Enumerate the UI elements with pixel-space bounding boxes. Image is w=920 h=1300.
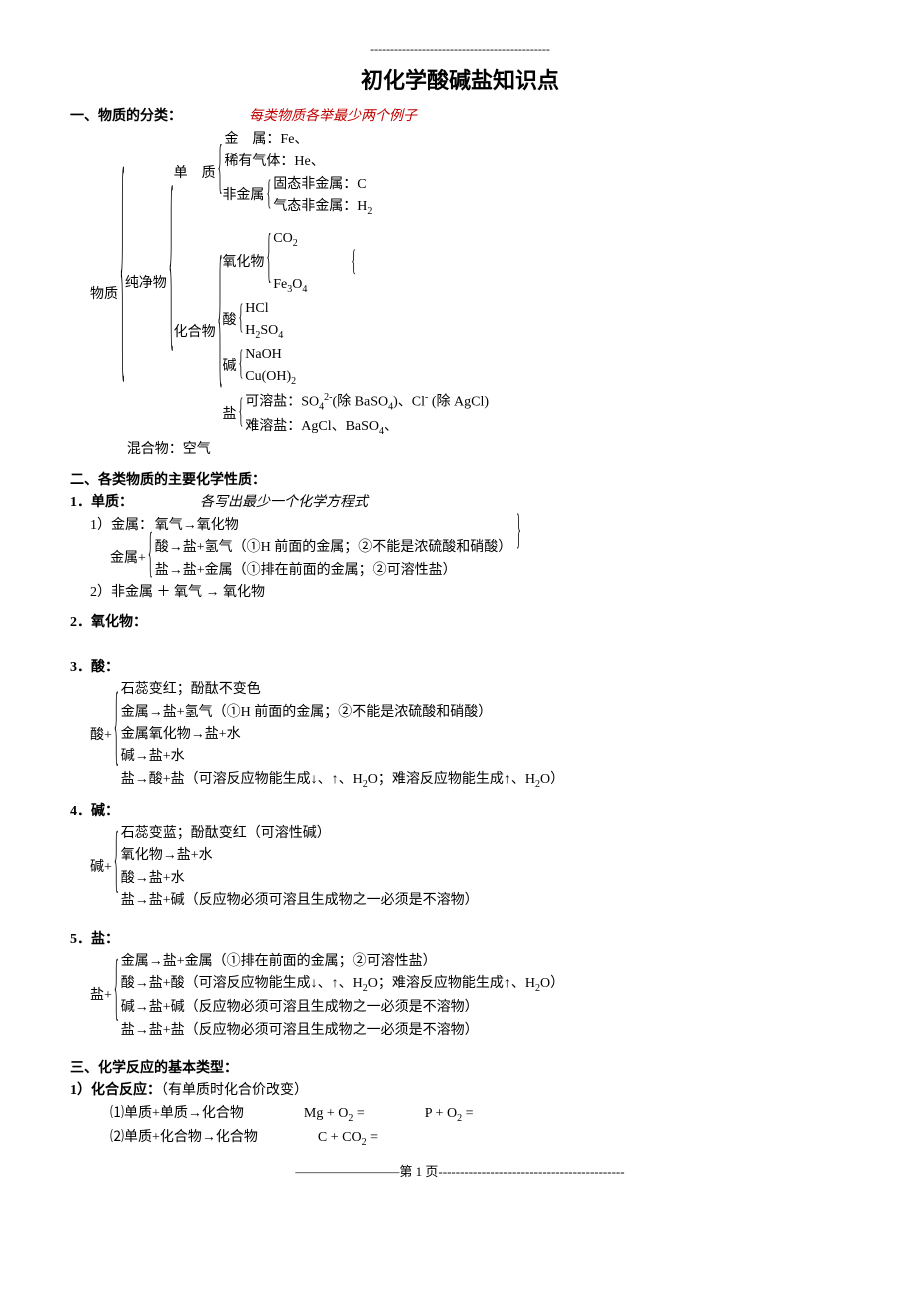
- acid-block: 酸+ { 石蕊变红；酚酞不变色 金属→盐+氢气（①H 前面的金属；②不能是浓硫酸…: [90, 679, 850, 792]
- acid1-leaf: HCl: [243, 298, 283, 320]
- salt2-leaf: 难溶盐：AgCl、BaSO4、: [243, 416, 489, 440]
- sa1: 金属→盐+金属（①排在前面的金属；②可溶性盐）: [119, 951, 564, 973]
- sa2: 酸→盐+酸（可溶反应物能生成↓、↑、H2O；难溶反应物能生成↑、H2O）: [119, 973, 564, 997]
- a5: 盐→酸+盐（可溶反应物能生成↓、↑、H2O；难溶反应物能生成↑、H2O）: [119, 769, 564, 793]
- r1-2: ⑵单质+化合物→化合物 C + CO2 =: [110, 1127, 850, 1151]
- top-rule: ----------------------------------------…: [70, 40, 850, 59]
- close-brace-icon: {: [516, 501, 521, 595]
- brace-icon: {: [120, 87, 125, 503]
- sa4: 盐→盐+盐（反应物必须可溶且生成物之一必须是不溶物）: [119, 1020, 564, 1042]
- s2-p1: 1．单质： 各写出最少一个化学方程式: [70, 492, 850, 514]
- nonmetal-label: 非金属: [222, 185, 266, 207]
- salt-plus: 盐+: [90, 985, 114, 1007]
- compound-label: 化合物: [174, 322, 218, 344]
- noble-leaf: 稀有气体：He、: [222, 151, 372, 173]
- acid-label: 酸: [222, 310, 238, 332]
- r1-1-eq1: Mg + O2 =: [304, 1103, 365, 1127]
- m2: 酸→盐+氢气（①H 前面的金属；②不能是浓硫酸和硝酸）: [153, 537, 513, 559]
- oxide2-leaf: Fe3O4: [271, 274, 356, 298]
- brace-icon: {: [114, 808, 119, 928]
- base-block: 碱+ { 石蕊变蓝；酚酞变红（可溶性碱） 氧化物→盐+水 酸→盐+水 盐→盐+碱…: [90, 823, 850, 913]
- r1-1-label: ⑴单质+单质→化合物: [110, 1103, 244, 1127]
- b2: 氧化物→盐+水: [119, 845, 479, 867]
- footer-right-rule: ----------------------------------------…: [438, 1164, 624, 1179]
- r1-1: ⑴单质+单质→化合物 Mg + O2 = P + O2 =: [110, 1103, 850, 1127]
- acid-plus: 酸+: [90, 725, 114, 747]
- b1: 石蕊变蓝；酚酞变红（可溶性碱）: [119, 823, 479, 845]
- footer-text: 第 1 页: [399, 1164, 438, 1179]
- brace-icon: {: [114, 936, 119, 1056]
- p3-head: 3．酸：: [70, 657, 850, 679]
- metal-plus: 金属+: [110, 548, 148, 570]
- p5-head: 5．盐：: [70, 929, 850, 951]
- brace-icon: {: [169, 124, 174, 444]
- p1-note: 各写出最少一个化学方程式: [200, 495, 368, 510]
- gas-nm-leaf: 气态非金属：H2: [271, 196, 372, 220]
- base2-leaf: Cu(OH)2: [243, 366, 296, 390]
- s1-head: 一、物质的分类：: [70, 109, 182, 124]
- a2: 金属→盐+氢气（①H 前面的金属；②不能是浓硫酸和硝酸）: [119, 702, 564, 724]
- r1-2-eq1: C + CO2 =: [318, 1127, 378, 1151]
- p1-2: 2）非金属 ＋ 氧气 → 氧化物: [90, 582, 850, 604]
- p2-head: 2．氧化物：: [70, 612, 850, 634]
- brace-icon: {: [218, 206, 223, 462]
- metal-leaf: 金 属：Fe、: [222, 129, 372, 151]
- p4-head: 4．碱：: [70, 801, 850, 823]
- metal-block: 1）金属： 金属+ { 氧气→氧化物 酸→盐+氢气（①H 前面的金属；②不能是浓…: [90, 515, 850, 583]
- m1: 氧气→氧化物: [153, 515, 521, 537]
- mix-leaf: 混合物：空气: [125, 439, 489, 461]
- page-title: 初化学酸碱盐知识点: [70, 63, 850, 98]
- r1-2-label: ⑵单质+化合物→化合物: [110, 1127, 258, 1151]
- brace-icon: {: [114, 664, 119, 808]
- s3-head: 三、化学反应的基本类型：: [70, 1058, 850, 1080]
- m3: 盐→盐+金属（①排在前面的金属；②可溶性盐）: [153, 560, 521, 582]
- base-label: 碱: [222, 356, 238, 378]
- oxide-label: 氧化物: [222, 252, 266, 274]
- classification-tree: 物质 { 纯净物 { 单 质 { 金 属：Fe、 稀有气体：He、: [90, 129, 850, 462]
- page-footer: ————————第 1 页---------------------------…: [70, 1162, 850, 1183]
- r1: 1）化合反应：（有单质时化合价改变）: [70, 1080, 850, 1102]
- solid-nm-leaf: 固态非金属：C: [271, 174, 372, 196]
- r1-note: （有单质时化合价改变）: [161, 1083, 308, 1098]
- footer-left-rule: ————————: [295, 1164, 399, 1179]
- oxide1-leaf: CO2: [271, 228, 356, 252]
- sa3: 碱→盐+碱（反应物必须可溶且生成物之一必须是不溶物）: [119, 997, 564, 1019]
- salt1-leaf: 可溶盐：SO42-(除 BaSO4)、Cl- (除 AgCl): [243, 390, 489, 415]
- s1-note: 每类物质各举最少两个例子: [249, 109, 417, 124]
- section-1: 一、物质的分类： 每类物质各举最少两个例子: [70, 106, 850, 128]
- base-plus: 碱+: [90, 857, 114, 879]
- root-label: 物质: [90, 284, 120, 306]
- r1-1-eq2: P + O2 =: [425, 1103, 474, 1127]
- r1-head: 1）化合反应：: [70, 1083, 161, 1098]
- brace-icon: {: [238, 387, 243, 443]
- base1-leaf: NaOH: [243, 344, 296, 366]
- salt-block: 盐+ { 金属→盐+金属（①排在前面的金属；②可溶性盐） 酸→盐+酸（可溶反应物…: [90, 951, 850, 1042]
- s2-head: 二、各类物质的主要化学性质：: [70, 470, 850, 492]
- acid2-leaf: H2SO4: [243, 320, 283, 344]
- brace-icon: {: [148, 515, 153, 603]
- b4: 盐→盐+碱（反应物必须可溶且生成物之一必须是不溶物）: [119, 890, 479, 912]
- a3: 金属氧化物→盐+水: [119, 724, 564, 746]
- simple-label: 单 质: [174, 163, 218, 185]
- a4: 碱→盐+水: [119, 746, 564, 768]
- pure-label: 纯净物: [125, 273, 169, 295]
- salt-label: 盐: [222, 404, 238, 426]
- a1: 石蕊变红；酚酞不变色: [119, 679, 564, 701]
- b3: 酸→盐+水: [119, 868, 479, 890]
- oxide-empty: {: [271, 252, 356, 274]
- brace-icon: {: [266, 215, 271, 311]
